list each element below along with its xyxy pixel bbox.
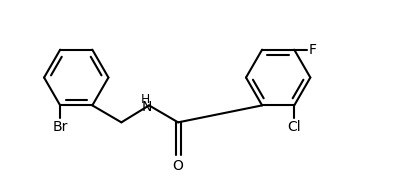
Text: F: F bbox=[308, 43, 316, 57]
Text: O: O bbox=[173, 159, 184, 173]
Text: H: H bbox=[141, 93, 150, 106]
Text: Cl: Cl bbox=[288, 120, 301, 134]
Text: N: N bbox=[142, 100, 152, 114]
Text: Br: Br bbox=[52, 120, 68, 134]
